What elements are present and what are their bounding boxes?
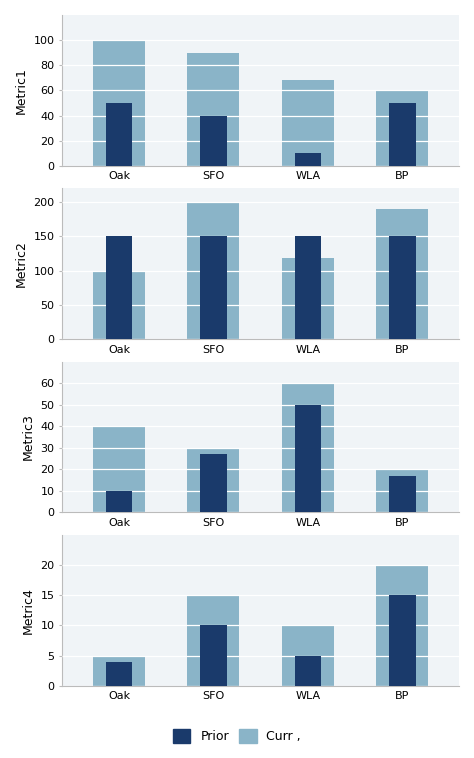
Bar	[295, 405, 321, 512]
Bar	[106, 662, 132, 686]
Bar	[389, 103, 416, 166]
Bar	[389, 236, 416, 339]
Bar	[282, 625, 334, 686]
Bar	[376, 90, 428, 166]
Bar	[106, 236, 132, 339]
Bar	[106, 103, 132, 166]
Bar	[93, 656, 145, 686]
Bar	[282, 384, 334, 512]
Bar	[106, 491, 132, 512]
Bar	[187, 53, 239, 166]
Y-axis label: Metric1: Metric1	[15, 67, 28, 114]
Bar	[200, 236, 227, 339]
Bar	[93, 426, 145, 512]
Bar	[187, 448, 239, 512]
Bar	[376, 469, 428, 512]
Bar	[93, 40, 145, 166]
Bar	[389, 595, 416, 686]
Bar	[200, 454, 227, 512]
Y-axis label: Metric3: Metric3	[22, 414, 35, 460]
Bar	[295, 656, 321, 686]
Bar	[187, 595, 239, 686]
Bar	[200, 115, 227, 166]
Bar	[187, 202, 239, 339]
Bar	[376, 565, 428, 686]
Bar	[93, 271, 145, 339]
Bar	[282, 80, 334, 166]
Bar	[295, 153, 321, 166]
Y-axis label: Metric2: Metric2	[15, 240, 28, 287]
Bar	[389, 476, 416, 512]
Bar	[376, 209, 428, 339]
Legend: Prior, Curr ,: Prior, Curr ,	[168, 724, 306, 748]
Bar	[282, 258, 334, 339]
Bar	[295, 236, 321, 339]
Y-axis label: Metric4: Metric4	[22, 587, 35, 634]
Bar	[200, 625, 227, 686]
